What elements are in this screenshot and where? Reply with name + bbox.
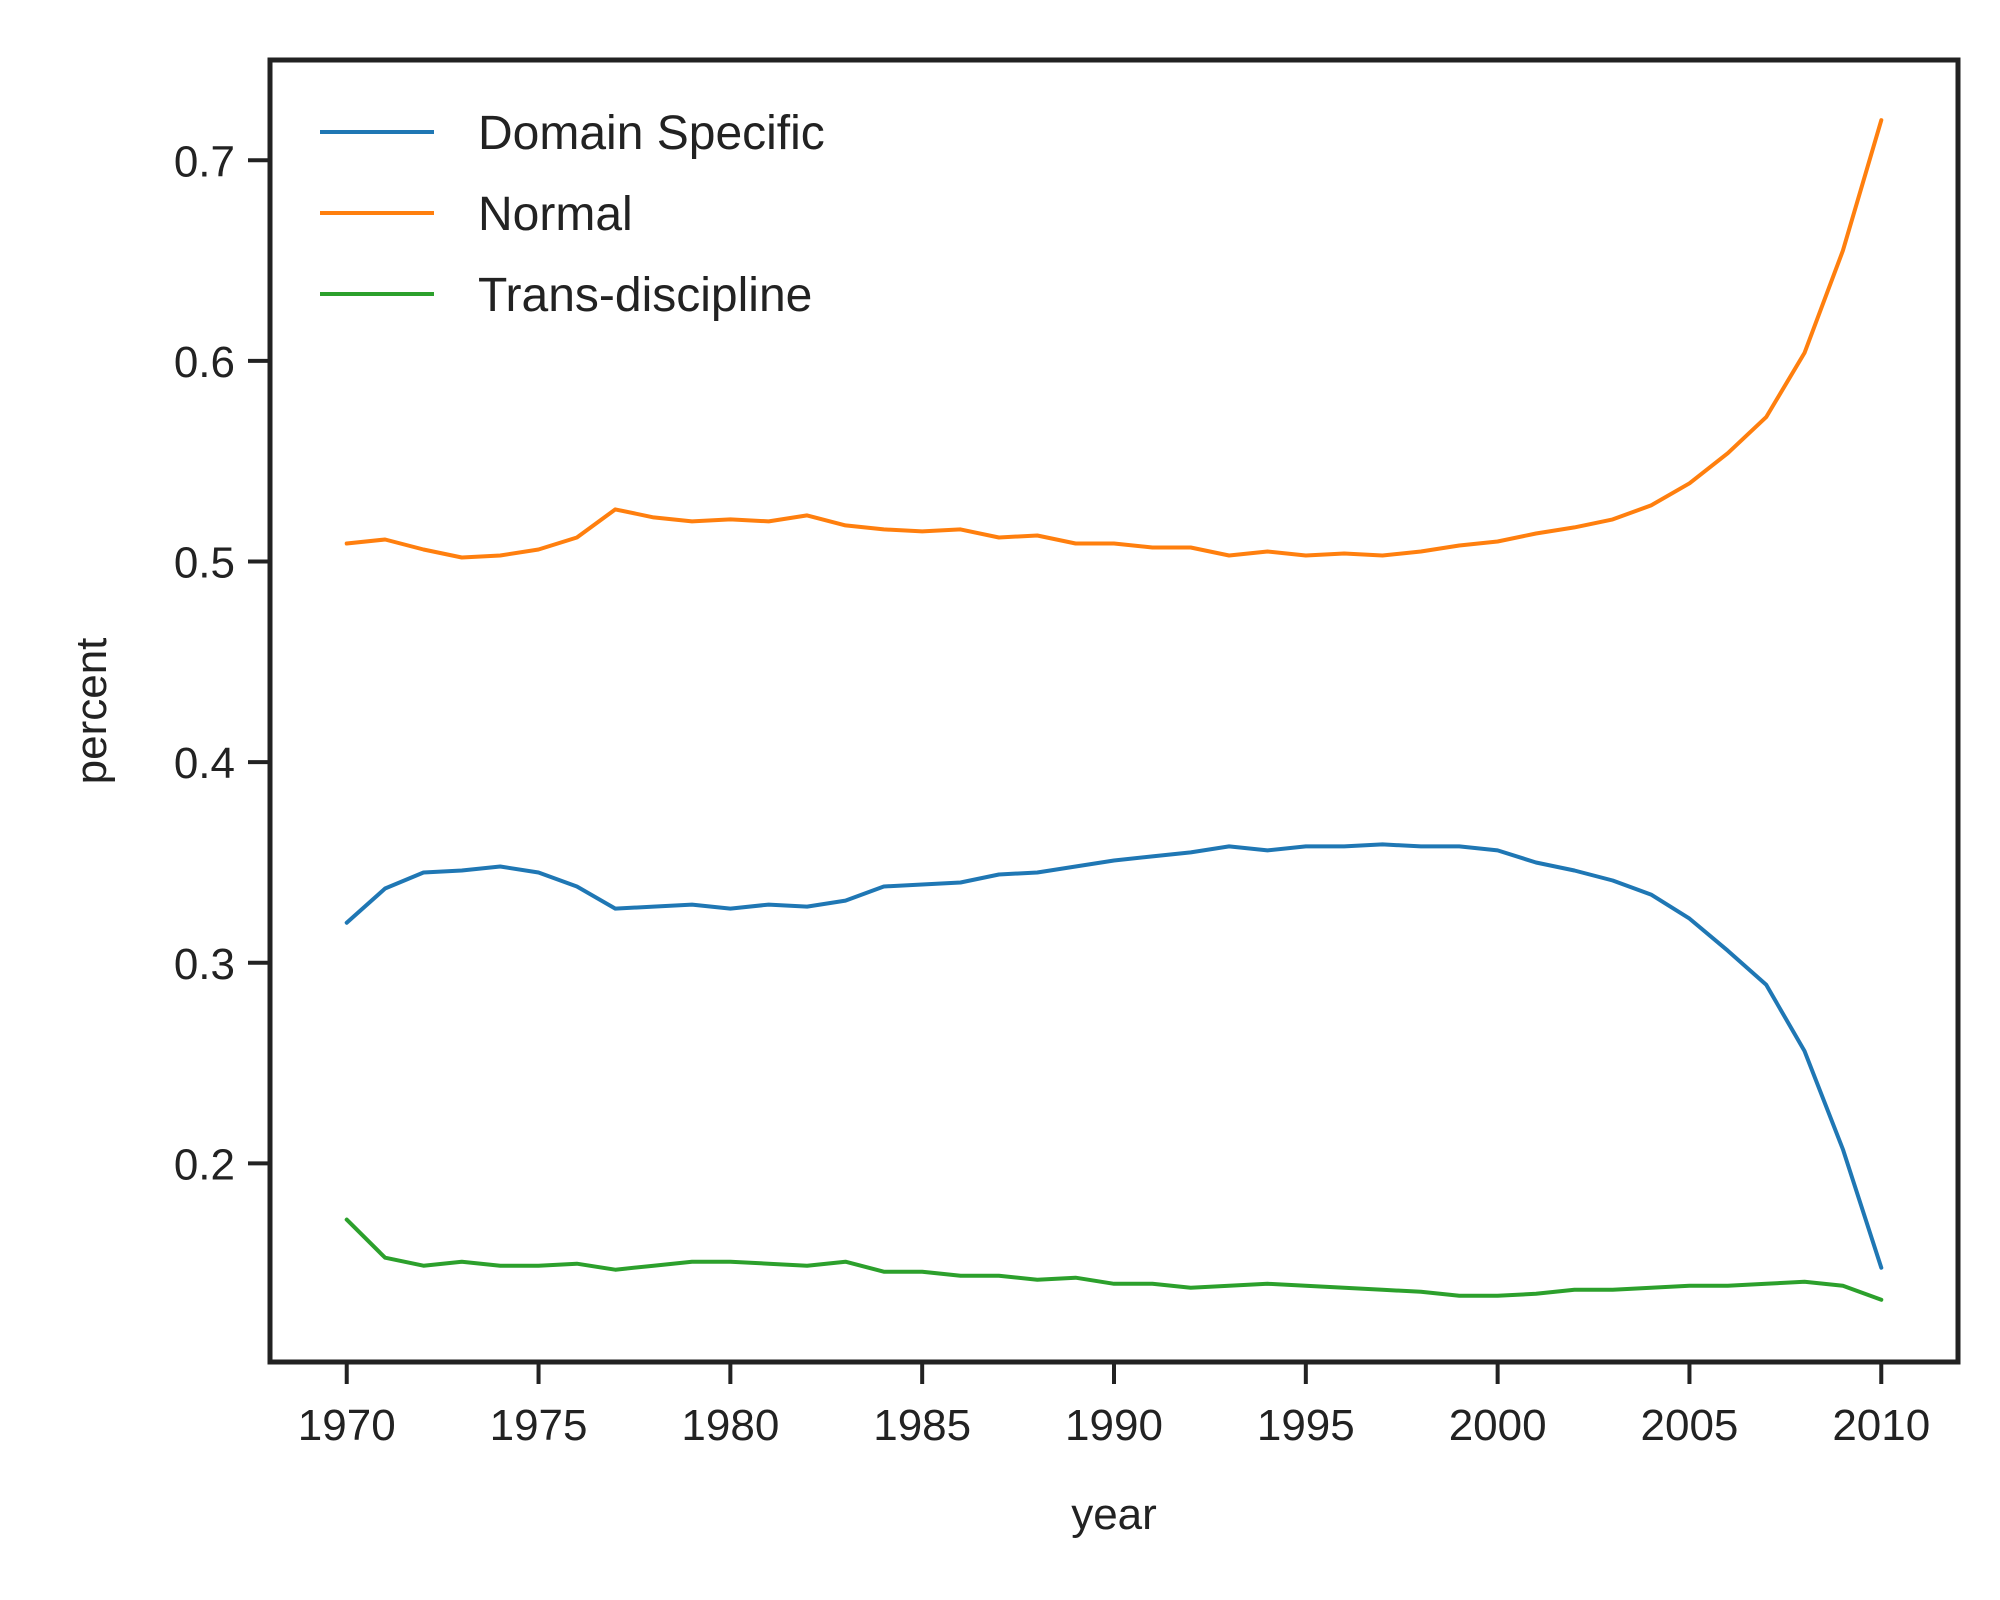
x-tick-label: 1975 (490, 1401, 588, 1450)
y-tick-label: 0.5 (174, 539, 235, 588)
x-tick-label: 2010 (1832, 1401, 1930, 1450)
legend: Domain Specific Normal Trans-discipline (320, 107, 825, 322)
series-line-0 (344, 842, 1884, 1270)
series-layer (344, 118, 1884, 1302)
x-tick-label: 1970 (298, 1401, 396, 1450)
y-axis: 0.2 0.3 0.4 0.5 0.6 0.7 (174, 137, 270, 1189)
legend-label-2: Trans-discipline (478, 269, 812, 322)
x-tick-label: 1985 (873, 1401, 971, 1450)
y-tick-label: 0.3 (174, 940, 235, 989)
y-tick-label: 0.2 (174, 1140, 235, 1189)
x-tick-label: 2005 (1641, 1401, 1739, 1450)
series-line-1 (344, 118, 1884, 560)
x-axis: 1970 1975 1980 1985 1990 1995 2000 2005 2010 (298, 1362, 1930, 1450)
y-tick-label: 0.6 (174, 338, 235, 387)
x-axis-title: year (1071, 1490, 1157, 1539)
legend-label-0: Domain Specific (478, 107, 825, 160)
x-tick-label: 1980 (681, 1401, 779, 1450)
y-tick-label: 0.4 (174, 739, 235, 788)
y-tick-label: 0.7 (174, 137, 235, 186)
x-tick-label: 1995 (1257, 1401, 1355, 1450)
legend-label-1: Normal (478, 188, 633, 241)
x-tick-label: 1990 (1065, 1401, 1163, 1450)
series-line-2 (344, 1217, 1884, 1302)
x-tick-label: 2000 (1449, 1401, 1547, 1450)
y-axis-title: percent (67, 638, 116, 785)
